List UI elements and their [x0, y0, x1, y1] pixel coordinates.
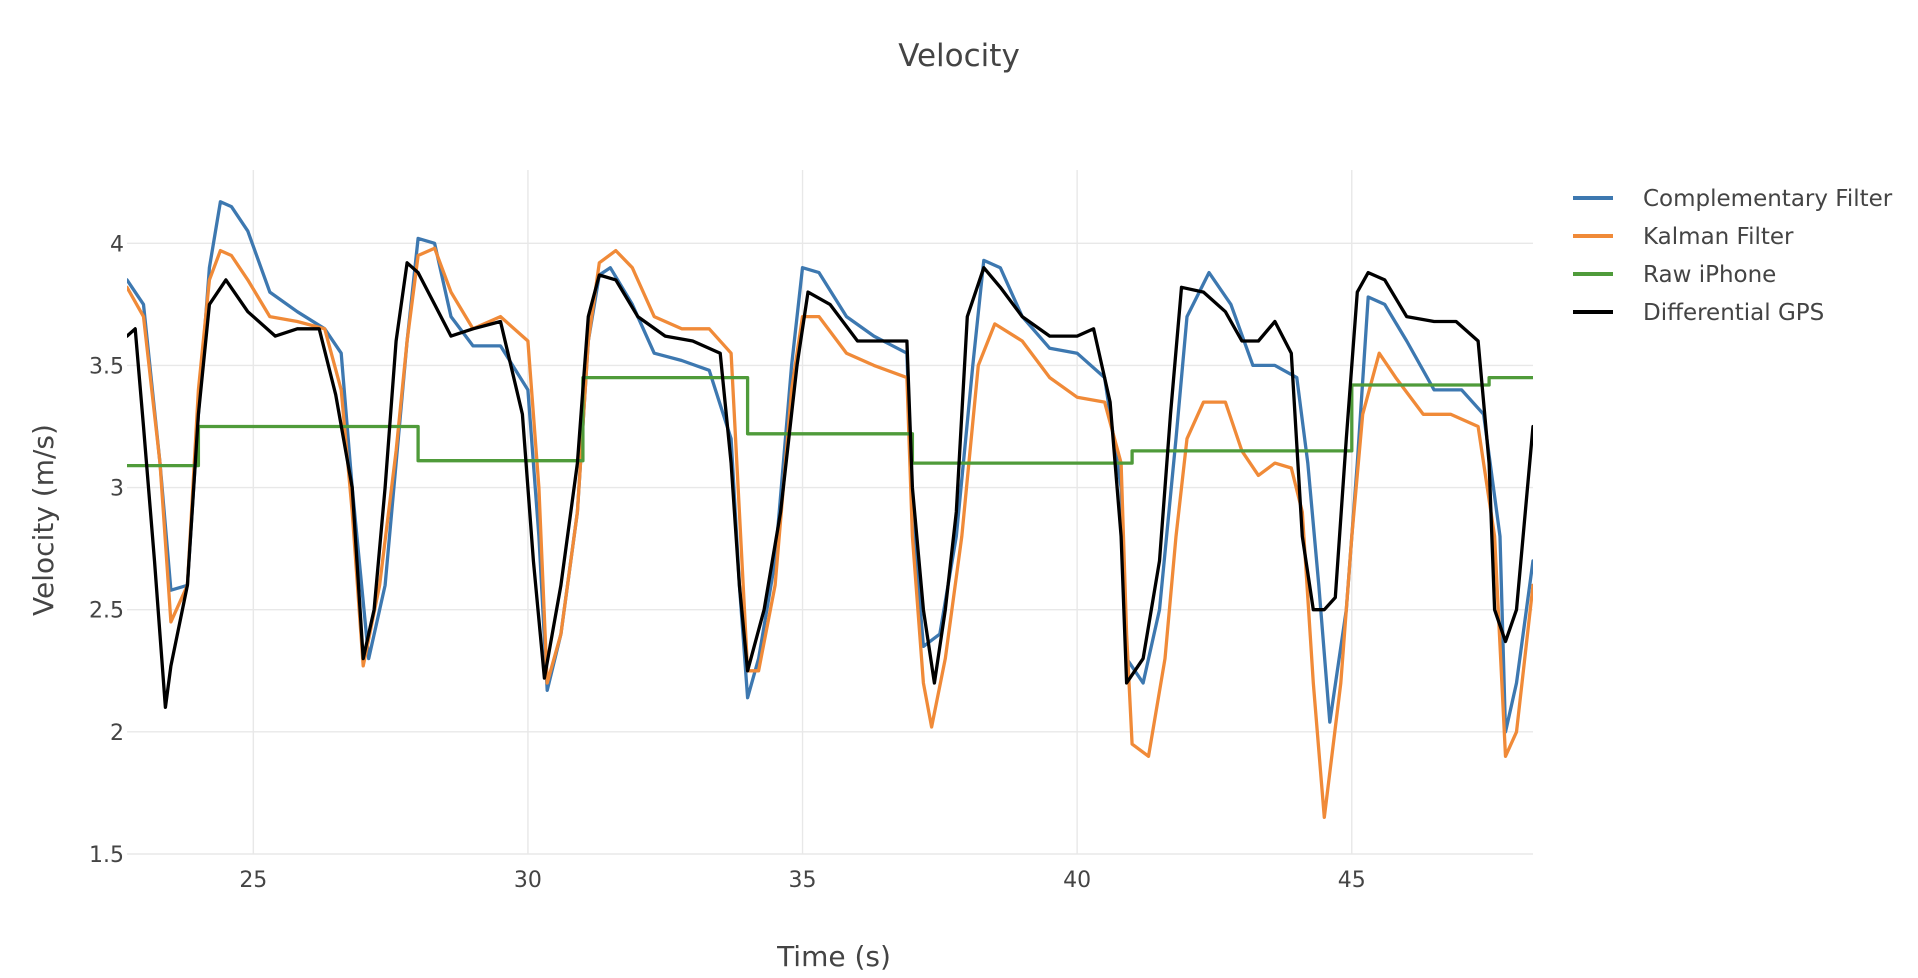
y-tick-label: 4 — [110, 232, 124, 257]
x-tick-label: 25 — [239, 868, 267, 893]
x-tick-label: 35 — [789, 868, 817, 893]
legend-label: Raw iPhone — [1643, 262, 1776, 288]
y-tick-label: 1.5 — [89, 843, 124, 868]
plot-area — [127, 200, 1533, 820]
series-line-differential-gps — [127, 261, 1533, 710]
legend-item[interactable]: Kalman Filter — [1573, 224, 1794, 250]
legend-item[interactable]: Differential GPS — [1573, 300, 1824, 326]
legend-item[interactable]: Raw iPhone — [1573, 262, 1776, 288]
grid-layer — [127, 170, 1533, 855]
series-line-complementary-filter — [127, 200, 1533, 734]
legend: Complementary Filter Kalman Filter Raw iPh… — [1573, 186, 1893, 326]
chart-title: Velocity — [898, 38, 1020, 74]
y-tick-label: 3.5 — [89, 354, 124, 379]
legend-label: Kalman Filter — [1643, 224, 1794, 250]
x-tick-label: 45 — [1338, 868, 1366, 893]
x-tick-label: 40 — [1063, 868, 1091, 893]
legend-item[interactable]: Complementary Filter — [1573, 186, 1893, 212]
legend-label: Differential GPS — [1643, 300, 1824, 326]
series-layer — [127, 200, 1533, 820]
y-tick-label: 2 — [110, 721, 124, 746]
legend-label: Complementary Filter — [1643, 186, 1893, 212]
x-tick-label: 30 — [514, 868, 542, 893]
series-line-raw-iphone — [127, 375, 1533, 468]
y-tick-label: 3 — [110, 477, 124, 502]
tick-label-layer: 1.5 2 2.5 3 3.5 4 25 30 35 40 45 — [89, 232, 1366, 893]
y-tick-label: 2.5 — [89, 599, 124, 624]
y-axis-title: Velocity (m/s) — [27, 424, 60, 616]
x-axis-title: Time (s) — [776, 940, 891, 973]
